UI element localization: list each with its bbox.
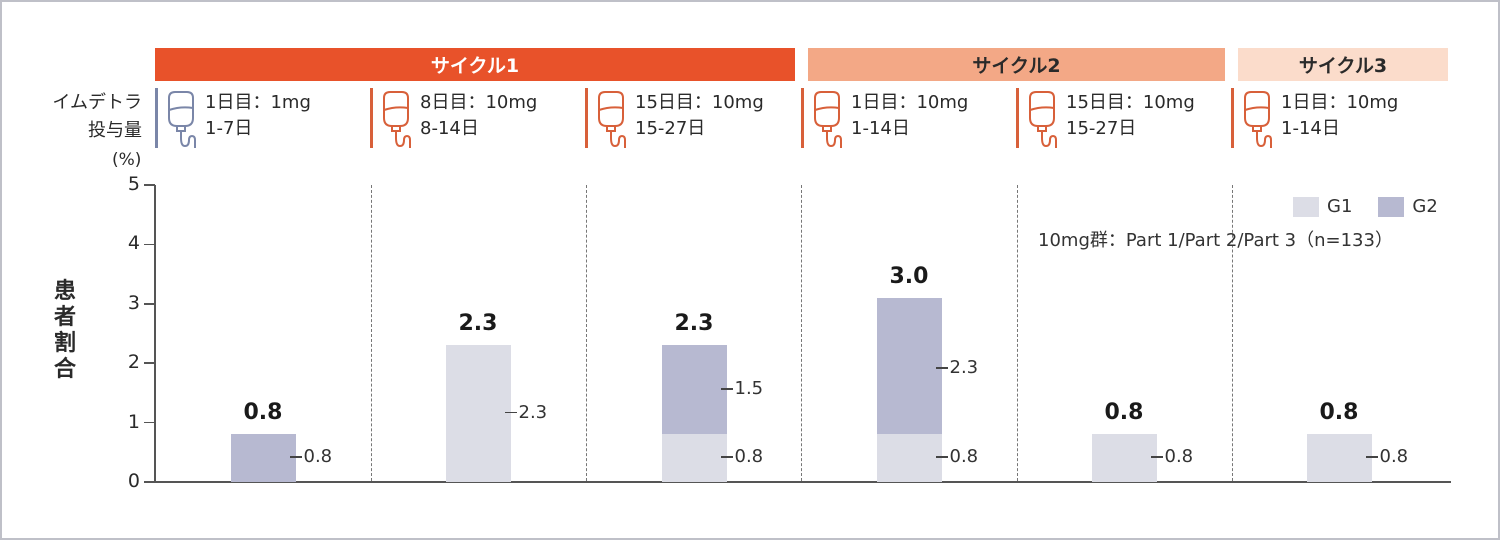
legend-label-g2: G2 bbox=[1412, 196, 1438, 217]
bar-total-label: 0.8 bbox=[243, 400, 283, 426]
cycle-banner-1: サイクル1 bbox=[155, 48, 795, 81]
dose-header-label: イムデトラ 投与量 bbox=[52, 89, 142, 145]
dose-text: 15日目：10mg 15-27日 bbox=[635, 90, 764, 142]
segment-value-label: 0.8 bbox=[936, 446, 979, 467]
dose-entry: 15日目：10mg 15-27日 bbox=[585, 88, 795, 150]
dose-range: 15-27日 bbox=[1066, 118, 1137, 139]
y-axis-title-char: 割 bbox=[53, 331, 76, 356]
dose-entry: 15日目：10mg 15-27日 bbox=[1016, 88, 1226, 150]
bar-segment-g1 bbox=[661, 434, 727, 482]
dose-marker bbox=[155, 88, 158, 148]
legend-swatch-g2 bbox=[1378, 196, 1405, 217]
y-axis-title-char: 合 bbox=[53, 357, 76, 382]
dose-range: 1-14日 bbox=[1281, 118, 1340, 139]
segment-value-label: 2.3 bbox=[936, 357, 979, 378]
dose-marker bbox=[1016, 88, 1019, 148]
segment-value-label: 2.3 bbox=[505, 402, 548, 423]
segment-value-label: 0.8 bbox=[1151, 446, 1194, 467]
dose-marker bbox=[1231, 88, 1234, 148]
cycle-banner-3: サイクル3 bbox=[1238, 48, 1448, 81]
y-tick-label: 4 bbox=[127, 232, 140, 255]
bar-segment-g1 bbox=[876, 434, 942, 482]
dose-text: 1日目：10mg 1-14日 bbox=[851, 90, 968, 142]
section-divider bbox=[1232, 185, 1233, 481]
dose-day: 1日目：10mg bbox=[1281, 92, 1399, 113]
y-tick-label: 0 bbox=[127, 470, 140, 492]
y-tick bbox=[144, 184, 155, 186]
y-tick-label: 5 bbox=[127, 173, 140, 195]
y-tick bbox=[144, 481, 155, 483]
bar-total-label: 2.3 bbox=[458, 311, 498, 337]
section-divider bbox=[586, 185, 587, 481]
y-tick-label: 3 bbox=[127, 291, 140, 314]
iv-bag-icon bbox=[814, 91, 842, 148]
segment-value-label: 0.8 bbox=[721, 446, 764, 467]
dose-day: 15日目：10mg bbox=[635, 92, 764, 113]
dose-marker bbox=[801, 88, 804, 148]
bar-segment-g2 bbox=[230, 434, 296, 482]
dose-entry: 1日目：10mg 1-14日 bbox=[1231, 88, 1441, 150]
y-tick bbox=[144, 362, 155, 364]
section-divider bbox=[371, 185, 372, 481]
iv-bag-icon bbox=[383, 91, 411, 148]
dose-entry: 1日目：1mg 1-7日 bbox=[155, 88, 365, 150]
y-axis-title-char: 患 bbox=[53, 279, 76, 304]
bar-total-label: 0.8 bbox=[1319, 400, 1359, 426]
cycle-banner-2: サイクル2 bbox=[808, 48, 1225, 81]
iv-bag-icon bbox=[168, 91, 196, 148]
iv-bag-icon bbox=[1029, 91, 1057, 148]
bar-total-label: 2.3 bbox=[674, 311, 714, 337]
segment-value-label: 1.5 bbox=[721, 378, 764, 399]
segment-value-label: 0.8 bbox=[290, 446, 333, 467]
y-tick bbox=[144, 421, 155, 424]
dose-day: 15日目：10mg bbox=[1066, 92, 1195, 113]
dose-marker bbox=[370, 88, 373, 148]
legend: G1 G2 bbox=[1293, 196, 1438, 217]
y-tick-label: 1 bbox=[127, 410, 140, 433]
segment-value-label: 0.8 bbox=[1366, 446, 1409, 467]
legend-label-g1: G1 bbox=[1327, 196, 1353, 217]
bar-segment-g2 bbox=[876, 297, 942, 435]
iv-bag-icon bbox=[598, 91, 626, 148]
y-tick bbox=[144, 303, 155, 305]
bar-total-label: 0.8 bbox=[1104, 400, 1144, 426]
iv-bag-icon bbox=[1244, 91, 1272, 148]
y-axis-title-char: 者 bbox=[53, 305, 76, 330]
dose-day: 8日目：10mg bbox=[420, 92, 538, 113]
bar-segment-g1 bbox=[1306, 434, 1372, 482]
dose-header-line2: 投与量 bbox=[88, 120, 142, 141]
legend-swatch-g1 bbox=[1293, 196, 1319, 217]
dose-text: 1日目：10mg 1-14日 bbox=[1281, 90, 1398, 142]
bar-total-label: 3.0 bbox=[889, 263, 929, 289]
dose-text: 15日目：10mg 15-27日 bbox=[1066, 90, 1195, 142]
dose-header-line1: イムデトラ bbox=[52, 92, 142, 113]
bar-segment-g1 bbox=[445, 345, 511, 482]
dose-marker bbox=[585, 88, 588, 148]
y-axis-title: 患者割合 bbox=[50, 279, 80, 383]
dose-range: 8-14日 bbox=[420, 118, 479, 139]
dose-range: 1-7日 bbox=[205, 118, 253, 139]
dose-entry: 8日目：10mg 8-14日 bbox=[370, 88, 580, 150]
dose-entry: 1日目：10mg 1-14日 bbox=[801, 88, 1011, 150]
x-axis-line bbox=[154, 481, 1451, 483]
dose-text: 1日目：1mg 1-7日 bbox=[205, 90, 311, 142]
sample-note: 10mg群：Part 1/Part 2/Part 3（n=133） bbox=[1038, 230, 1393, 251]
y-tick bbox=[144, 243, 155, 246]
section-divider bbox=[801, 185, 802, 481]
dose-day: 1日目：1mg bbox=[205, 92, 311, 113]
y-tick-label: 2 bbox=[127, 351, 140, 374]
bar-segment-g2 bbox=[661, 345, 727, 435]
dose-day: 1日目：10mg bbox=[851, 92, 969, 113]
dose-range: 1-14日 bbox=[851, 118, 910, 139]
section-divider bbox=[1017, 185, 1018, 481]
y-axis-unit: (%) bbox=[112, 150, 142, 170]
y-axis-line bbox=[154, 185, 156, 483]
bar-segment-g1 bbox=[1091, 434, 1157, 482]
dose-range: 15-27日 bbox=[635, 118, 706, 139]
dose-text: 8日目：10mg 8-14日 bbox=[420, 90, 537, 142]
